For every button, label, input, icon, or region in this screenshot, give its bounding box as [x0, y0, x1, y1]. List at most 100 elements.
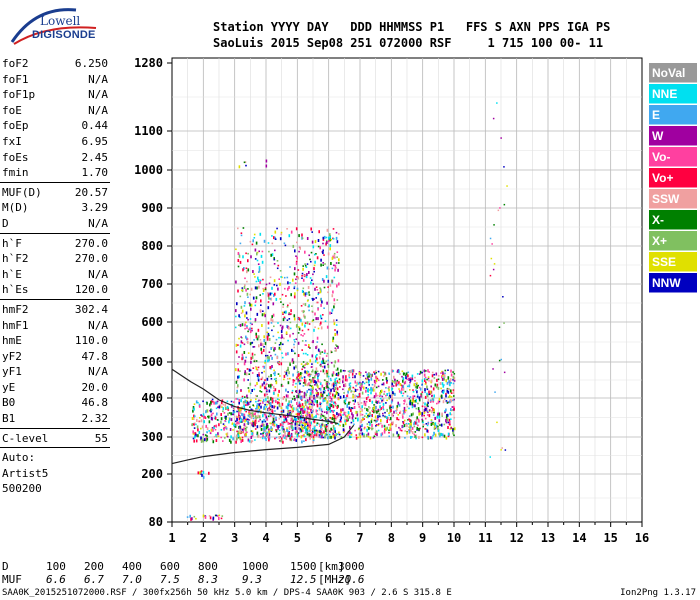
- echo-point: [317, 293, 320, 296]
- echo-point: [313, 394, 315, 397]
- echo-point: [329, 233, 331, 237]
- echo-point: [282, 343, 284, 346]
- echo-point: [303, 395, 306, 399]
- echo-point: [278, 433, 280, 435]
- echo-point: [270, 374, 272, 378]
- echo-point: [271, 384, 273, 386]
- echo-point: [276, 284, 278, 287]
- echo-point: [288, 371, 290, 375]
- echo-point: [194, 435, 196, 439]
- echo-point: [202, 475, 205, 479]
- echo-point: [274, 410, 276, 412]
- echo-point: [426, 388, 429, 391]
- echo-point: [295, 227, 298, 231]
- echo-point: [252, 367, 255, 369]
- echo-point: [226, 405, 229, 409]
- echo-point: [388, 388, 390, 392]
- legend-swatch: [649, 189, 697, 209]
- echo-point: [246, 394, 248, 398]
- echo-point: [325, 432, 328, 434]
- echo-point: [265, 354, 267, 357]
- echo-point: [346, 403, 349, 406]
- legend-label: SSW: [652, 192, 680, 206]
- echo-point: [208, 471, 210, 475]
- echo-point: [274, 353, 277, 356]
- echo-point: [267, 396, 269, 400]
- echo-point: [370, 414, 372, 417]
- echo-point: [290, 309, 292, 313]
- echo-point: [330, 410, 333, 412]
- echo-point: [415, 407, 418, 410]
- echo-point: [378, 379, 380, 382]
- echo-point: [349, 425, 351, 429]
- echo-point: [421, 412, 424, 416]
- echo-point: [275, 380, 277, 382]
- legend-label: E: [652, 108, 660, 122]
- echo-point: [397, 418, 400, 421]
- echo-point: [329, 377, 332, 380]
- echo-point: [322, 249, 324, 252]
- echo-point: [300, 408, 302, 412]
- echo-point: [453, 416, 455, 419]
- echo-point: [293, 285, 296, 288]
- echo-point: [449, 412, 451, 416]
- echo-point: [286, 306, 289, 308]
- echo-point: [325, 424, 328, 426]
- echo-point: [448, 418, 451, 422]
- echo-point: [333, 254, 336, 258]
- legend-swatch: [649, 252, 697, 272]
- echo-point: [292, 427, 294, 431]
- echo-point: [446, 402, 449, 404]
- y-tick-label: 500: [141, 355, 163, 369]
- echo-point: [356, 382, 358, 385]
- param-name: M(D): [2, 201, 29, 215]
- echo-point: [424, 417, 427, 420]
- echo-point: [309, 359, 312, 363]
- echo-point: [447, 396, 450, 398]
- echo-point: [246, 368, 249, 370]
- echo-point: [404, 437, 406, 439]
- echo-point: [242, 255, 244, 259]
- echo-point: [418, 386, 421, 389]
- echo-point: [297, 428, 300, 430]
- echo-point: [230, 435, 232, 439]
- echo-point: [279, 324, 282, 327]
- echo-point: [386, 408, 388, 412]
- echo-point: [214, 401, 217, 405]
- echo-point: [305, 393, 308, 397]
- echo-point: [405, 403, 408, 406]
- echo-point: [383, 375, 385, 377]
- echo-point: [432, 408, 434, 412]
- echo-point: [291, 423, 293, 426]
- echo-point: [308, 399, 311, 403]
- echo-point: [331, 383, 333, 387]
- echo-point: [259, 309, 262, 312]
- echo-point: [285, 352, 287, 356]
- echo-point: [332, 382, 335, 386]
- legend-swatch: [649, 210, 697, 230]
- echo-point: [315, 286, 318, 288]
- echo-point: [404, 411, 406, 414]
- echo-point: [256, 405, 258, 409]
- echo-point: [244, 284, 246, 286]
- echo-point: [275, 377, 277, 380]
- echo-point: [319, 404, 322, 408]
- echo-point: [291, 391, 293, 394]
- echo-point: [226, 400, 229, 403]
- param-name: yE: [2, 380, 16, 394]
- echo-point: [220, 436, 222, 439]
- echo-point: [279, 237, 282, 241]
- echo-point: [332, 228, 335, 230]
- echo-point: [335, 348, 337, 352]
- echo-point: [225, 433, 228, 435]
- echo-point: [346, 378, 348, 382]
- echo-point: [347, 370, 350, 373]
- echo-point: [279, 341, 282, 345]
- echo-point: [254, 428, 257, 430]
- echo-point: [343, 384, 345, 388]
- echo-point: [295, 413, 298, 416]
- echo-point: [271, 405, 273, 409]
- echo-point: [269, 292, 272, 296]
- echo-point: [199, 417, 201, 419]
- echo-point: [312, 435, 315, 439]
